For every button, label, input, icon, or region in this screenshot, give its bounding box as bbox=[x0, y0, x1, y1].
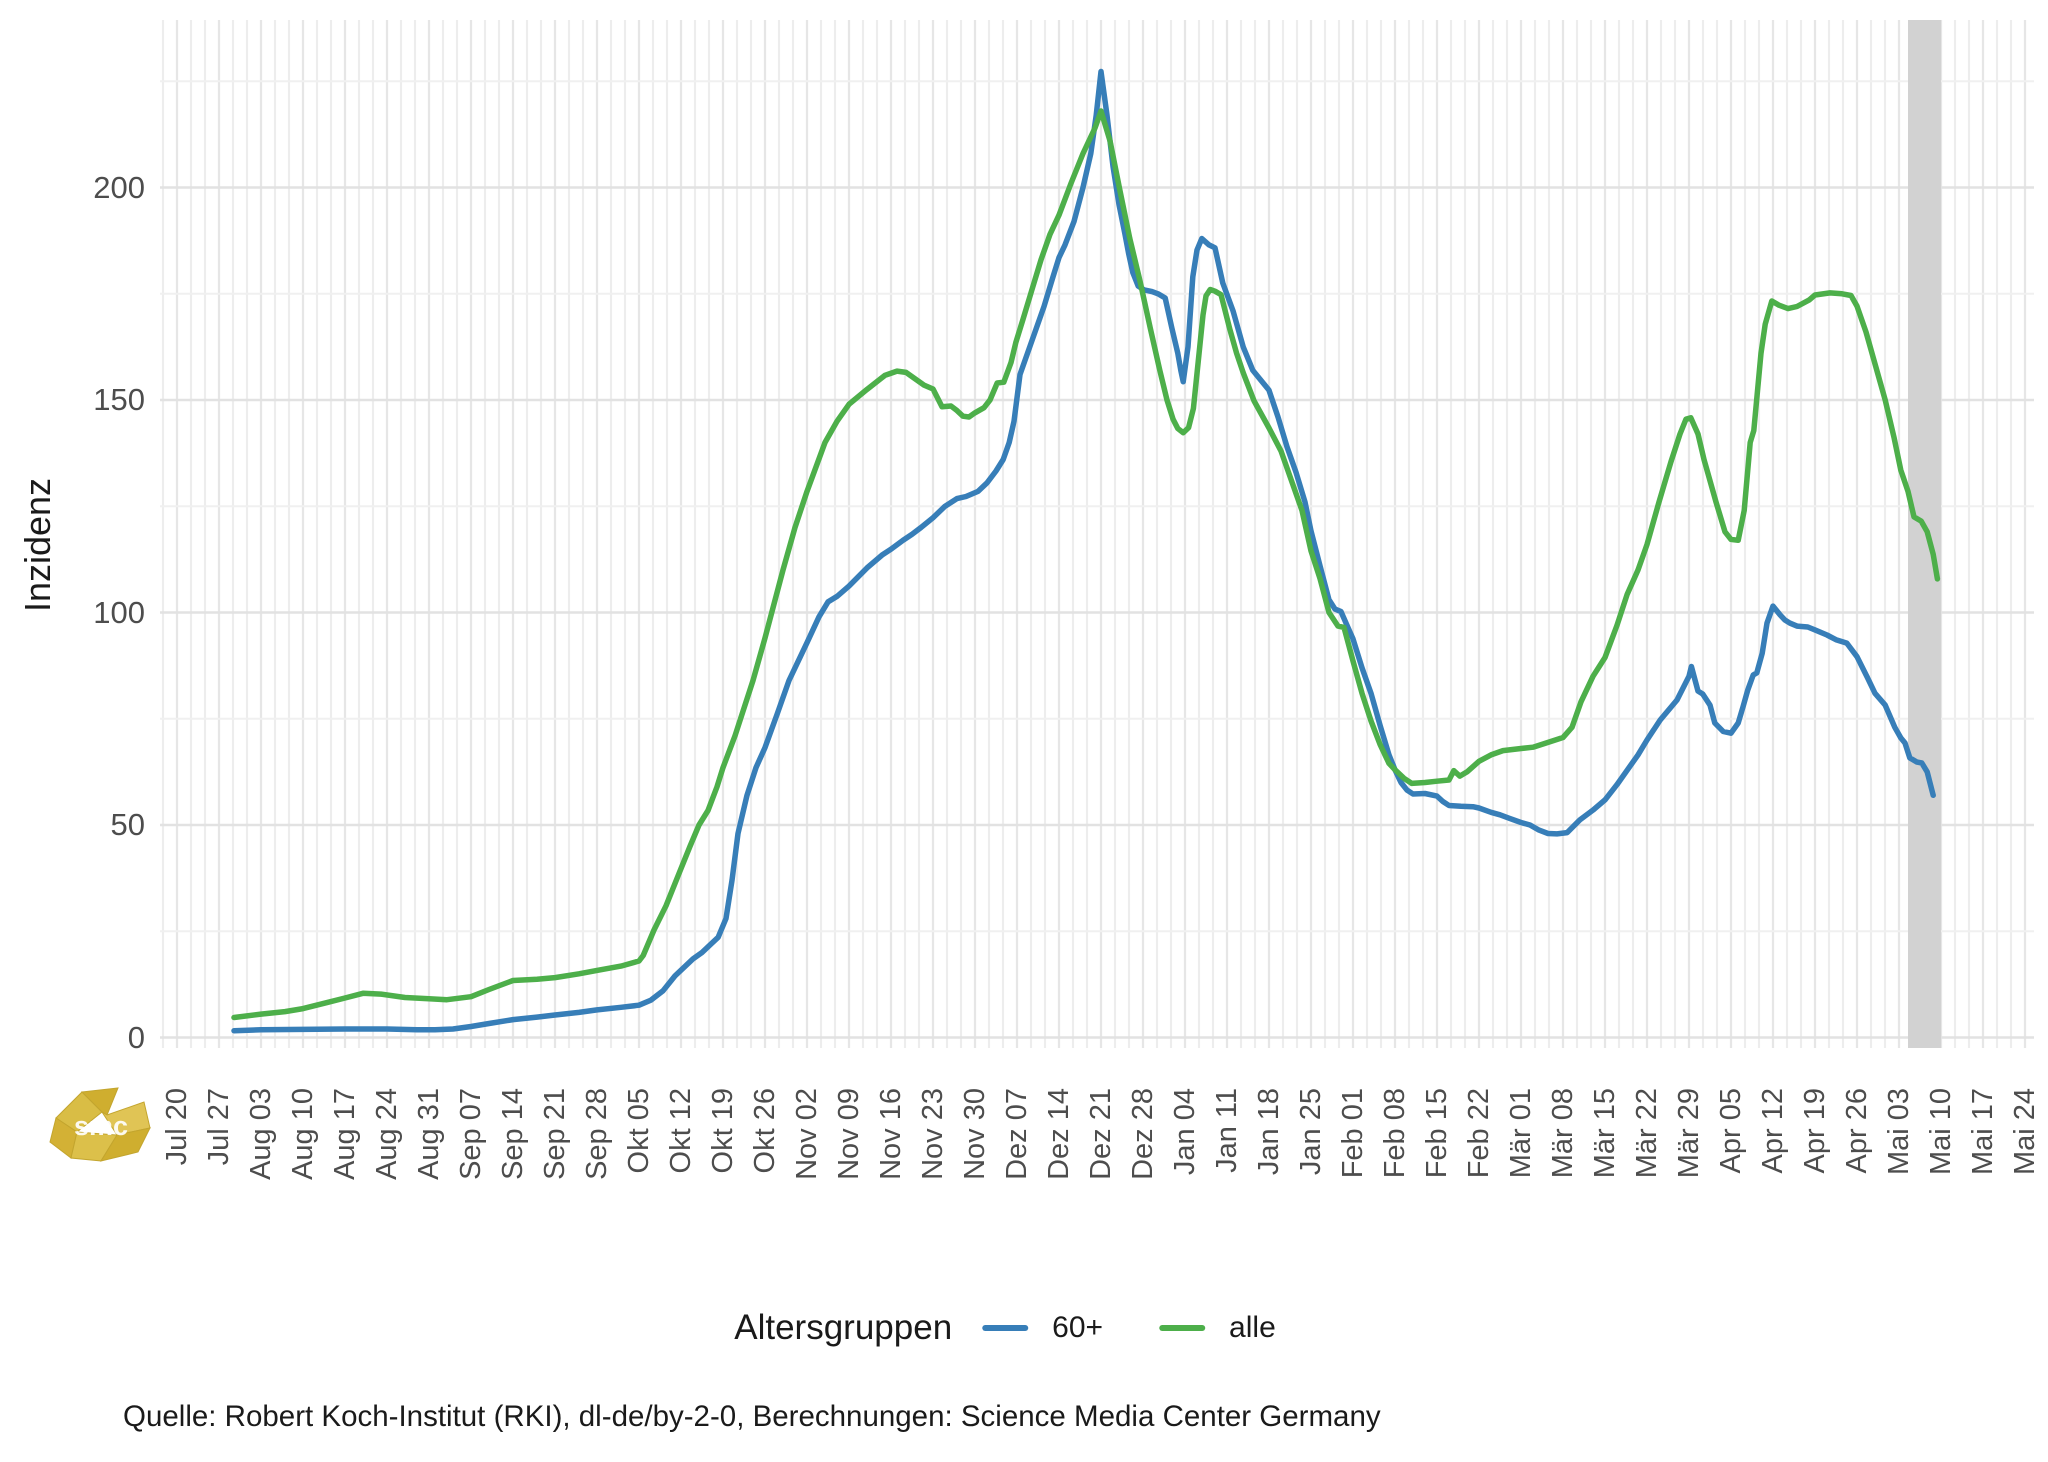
x-tick-label: Okt 12 bbox=[665, 1088, 697, 1174]
y-tick-label: 0 bbox=[127, 1019, 145, 1055]
x-tick-label: Mär 01 bbox=[1505, 1088, 1537, 1179]
legend-label: alle bbox=[1229, 1311, 1276, 1344]
x-tick-label: Feb 08 bbox=[1379, 1088, 1411, 1179]
recent-data-highlight-band bbox=[1908, 20, 1941, 1048]
x-tick-label: Jan 18 bbox=[1253, 1088, 1285, 1176]
x-tick-label: Jul 20 bbox=[161, 1088, 193, 1166]
y-tick-label: 200 bbox=[93, 169, 145, 205]
x-tick-label: Okt 26 bbox=[749, 1088, 781, 1174]
x-tick-label: Sep 21 bbox=[539, 1088, 571, 1180]
x-tick-label: Nov 09 bbox=[833, 1088, 865, 1180]
x-tick-label: Mai 10 bbox=[1925, 1088, 1957, 1176]
x-tick-label: Aug 03 bbox=[245, 1088, 277, 1180]
x-tick-label: Sep 07 bbox=[455, 1088, 487, 1180]
legend-label: 60+ bbox=[1052, 1311, 1104, 1344]
x-tick-label: Dez 28 bbox=[1127, 1088, 1159, 1180]
x-tick-label: Dez 07 bbox=[1001, 1088, 1033, 1180]
x-tick-label: Jan 04 bbox=[1169, 1088, 1201, 1176]
y-tick-label: 150 bbox=[93, 382, 145, 417]
x-tick-label: Sep 28 bbox=[581, 1088, 613, 1180]
smc-logo: smc bbox=[49, 1087, 151, 1162]
x-tick-label: Mär 08 bbox=[1547, 1088, 1579, 1179]
x-tick-label: Feb 22 bbox=[1463, 1088, 1495, 1179]
x-tick-label: Feb 15 bbox=[1421, 1088, 1453, 1179]
source-attribution: Quelle: Robert Koch-Institut (RKI), dl-d… bbox=[123, 1400, 1381, 1433]
x-tick-label: Mär 22 bbox=[1631, 1088, 1663, 1179]
legend-items: 60+ alle bbox=[982, 1311, 1276, 1345]
legend: Altersgruppen 60+ alle bbox=[734, 1298, 1276, 1358]
legend-line-swatch bbox=[1159, 1325, 1206, 1331]
y-axis-title: Inzidenz bbox=[17, 477, 58, 613]
x-tick-label: Mär 29 bbox=[1673, 1088, 1705, 1179]
smc-logo-text: smc bbox=[74, 1111, 128, 1141]
legend-item-alle: alle bbox=[1159, 1311, 1276, 1345]
y-tick-label: 100 bbox=[93, 594, 145, 630]
x-tick-label: Nov 16 bbox=[875, 1088, 907, 1180]
x-tick-label: Apr 26 bbox=[1841, 1088, 1873, 1174]
line-alle bbox=[231, 108, 1941, 1021]
legend-item-60plus: 60+ bbox=[982, 1311, 1103, 1345]
x-tick-label: Aug 31 bbox=[413, 1088, 445, 1180]
x-tick-label: Jan 25 bbox=[1295, 1088, 1327, 1176]
line-60plus bbox=[231, 68, 1936, 1034]
x-tick-label: Apr 19 bbox=[1799, 1088, 1831, 1174]
x-tick-label: Mai 17 bbox=[1967, 1088, 1999, 1176]
x-tick-label: Nov 23 bbox=[917, 1088, 949, 1180]
legend-line-swatch bbox=[982, 1325, 1029, 1331]
x-tick-label: Mär 15 bbox=[1589, 1088, 1621, 1179]
x-tick-label: Sep 14 bbox=[497, 1088, 529, 1180]
x-tick-label: Dez 21 bbox=[1085, 1088, 1117, 1180]
x-tick-label: Apr 12 bbox=[1757, 1088, 1789, 1174]
x-tick-label: Nov 02 bbox=[791, 1088, 823, 1180]
x-tick-label: Mai 03 bbox=[1883, 1088, 1915, 1176]
x-tick-label: Okt 05 bbox=[623, 1088, 655, 1174]
x-tick-label: Jul 27 bbox=[203, 1088, 235, 1166]
incidence-line-chart bbox=[160, 20, 2034, 1048]
y-tick-label: 50 bbox=[110, 807, 145, 842]
x-tick-label: Apr 05 bbox=[1715, 1088, 1747, 1174]
x-tick-label: Mai 24 bbox=[2009, 1088, 2041, 1176]
x-tick-label: Aug 10 bbox=[287, 1088, 319, 1180]
x-tick-label: Feb 01 bbox=[1337, 1088, 1369, 1179]
x-tick-label: Nov 30 bbox=[959, 1088, 991, 1180]
x-tick-label: Dez 14 bbox=[1043, 1088, 1075, 1180]
x-tick-label: Aug 24 bbox=[371, 1088, 403, 1180]
legend-title: Altersgruppen bbox=[734, 1308, 953, 1347]
x-tick-label: Okt 19 bbox=[707, 1088, 739, 1174]
x-tick-label: Aug 17 bbox=[329, 1088, 361, 1180]
x-tick-label: Jan 11 bbox=[1211, 1088, 1243, 1173]
